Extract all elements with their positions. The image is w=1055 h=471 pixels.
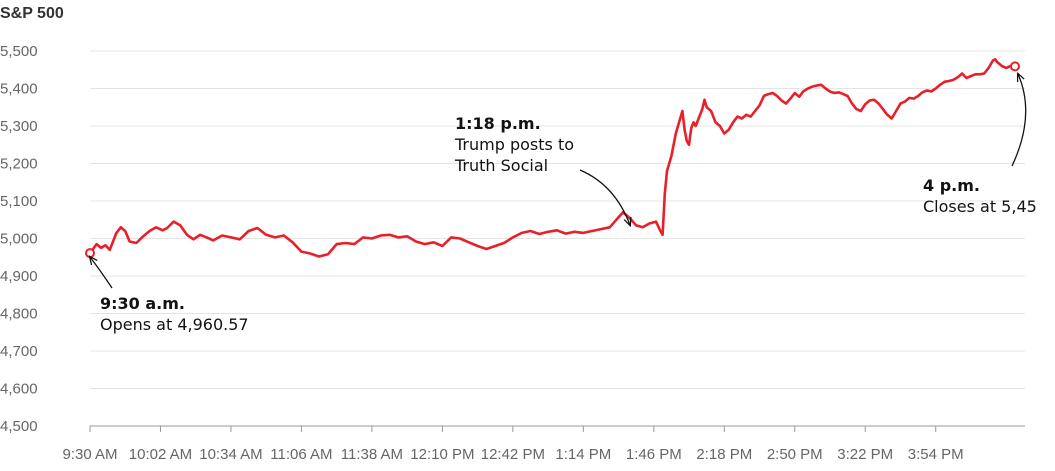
y-tick-label: 4,900 <box>0 268 38 285</box>
x-tick-label: 11:06 AM <box>270 446 332 463</box>
annotation-text: Closes at 5,45 <box>923 197 1037 216</box>
annotation-arrow <box>1011 74 1027 167</box>
x-tick-label: 12:42 PM <box>481 446 545 463</box>
annotation-text: Trump posts to <box>454 135 574 154</box>
x-tick-label: 3:54 PM <box>908 446 964 463</box>
x-tick-label: 3:22 PM <box>837 446 893 463</box>
y-tick-label: 5,400 <box>0 81 38 98</box>
x-tick-label: 2:50 PM <box>767 446 823 463</box>
gridlines <box>90 50 1025 427</box>
annotation-arrow <box>90 257 113 289</box>
x-tick-label: 1:46 PM <box>626 446 682 463</box>
annotation-text: Truth Social <box>454 156 548 175</box>
annotations: 9:30 a.m. Opens at 4,960.57 1:18 p.m. Trump… <box>90 74 1037 334</box>
x-tick-label: 2:18 PM <box>696 446 752 463</box>
close-marker <box>1010 61 1020 72</box>
y-tick-label: 5,500 <box>0 43 38 60</box>
x-tick-label: 9:30 AM <box>62 446 117 463</box>
x-axis-labels: 9:30 AM 10:02 AM 10:34 AM 11:06 AM 11:38 AM 1… <box>62 426 964 463</box>
series-line <box>88 58 1016 258</box>
annotation-text: Opens at 4,960.57 <box>100 315 249 334</box>
y-tick-label: 5,000 <box>0 231 38 248</box>
y-axis-labels: 5,500 5,400 5,300 5,200 5,100 5,000 4,900 4,800… <box>0 43 38 435</box>
x-tick-label: 11:38 AM <box>341 446 403 463</box>
chart-title: S&P 500 <box>0 5 64 22</box>
annotation-title: 9:30 a.m. <box>100 294 185 313</box>
y-tick-label: 5,300 <box>0 118 38 135</box>
annotation-arrow <box>579 169 630 225</box>
x-tick-label: 12:10 PM <box>410 446 474 463</box>
y-tick-label: 5,200 <box>0 156 38 173</box>
y-tick-label: 4,700 <box>0 343 38 360</box>
annotation-title: 4 p.m. <box>923 176 980 195</box>
x-tick-label: 1:14 PM <box>555 446 611 463</box>
x-tick-label: 10:02 AM <box>129 446 192 463</box>
open-marker <box>85 248 95 259</box>
y-tick-label: 4,600 <box>0 381 38 398</box>
y-tick-label: 4,800 <box>0 306 38 323</box>
y-tick-label: 5,100 <box>0 193 38 210</box>
annotation-title: 1:18 p.m. <box>455 114 541 133</box>
y-tick-label: 4,500 <box>0 418 38 435</box>
x-tick-label: 10:34 AM <box>199 446 262 463</box>
